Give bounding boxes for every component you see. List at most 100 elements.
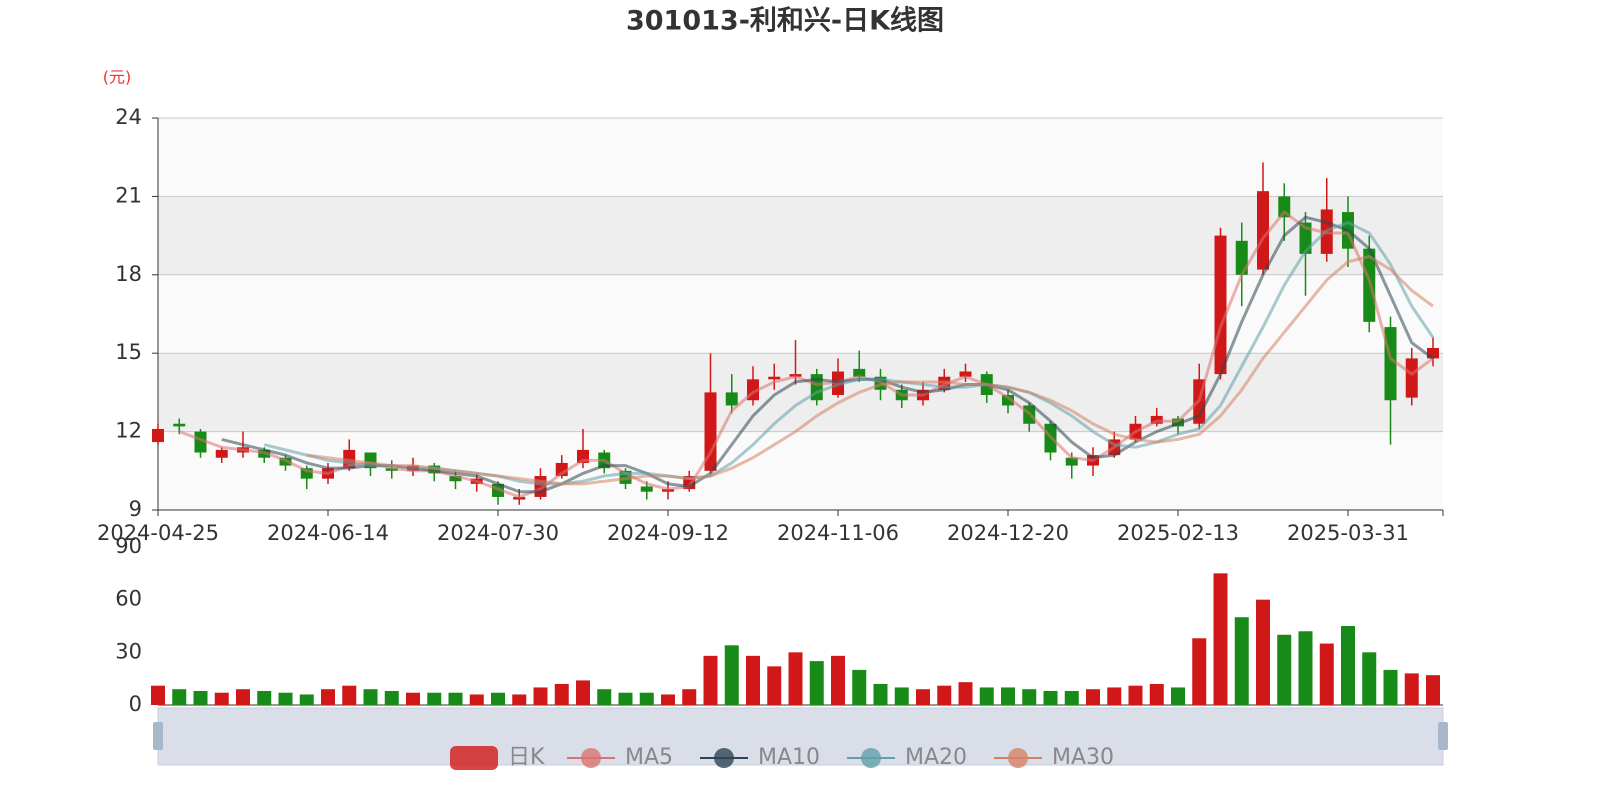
y-tick-label: 60 <box>115 587 142 611</box>
volume-bar <box>342 685 357 705</box>
y-tick-label: 30 <box>115 639 142 663</box>
legend-icon[interactable] <box>1008 748 1028 768</box>
plot-band <box>158 118 1443 197</box>
candle-body <box>1065 457 1078 466</box>
volume-bar <box>873 683 888 705</box>
volume-bar <box>491 692 505 705</box>
volume-bar <box>1192 638 1207 705</box>
ma-line <box>306 254 1434 486</box>
y-tick-label: 9 <box>129 497 142 521</box>
volume-bar <box>809 661 824 705</box>
legend-icon[interactable] <box>714 748 734 768</box>
volume-bar <box>406 692 420 705</box>
legend-label[interactable]: 日K <box>508 745 545 770</box>
y-tick-label: 15 <box>115 340 142 364</box>
volume-bar <box>363 689 378 705</box>
volume-bar <box>831 655 845 705</box>
candle-body <box>1257 191 1269 270</box>
x-tick-label: 2024-06-14 <box>267 521 389 545</box>
volume-bar <box>1234 617 1249 705</box>
legend-label[interactable]: MA30 <box>1052 745 1114 770</box>
legend-icon[interactable] <box>581 748 601 768</box>
candle-body <box>1278 196 1291 218</box>
volume-bar <box>236 689 250 705</box>
candle-body <box>725 392 738 406</box>
y-axis-unit: (元) <box>103 68 132 87</box>
volume-bar <box>1171 687 1185 705</box>
volume-bar <box>1256 599 1270 705</box>
plot-band <box>158 431 1443 510</box>
candle-body <box>215 449 228 458</box>
volume-bar <box>1086 689 1100 705</box>
volume-bar <box>321 689 335 705</box>
volume-bar <box>979 687 994 705</box>
candle-body <box>959 371 972 377</box>
volume-bar <box>639 692 654 705</box>
volume-bar <box>576 680 590 705</box>
volume-bar <box>746 655 760 705</box>
volume-bar <box>1404 673 1419 705</box>
x-tick-label: 2025-03-31 <box>1287 521 1409 545</box>
x-tick-label: 2024-07-30 <box>437 521 559 545</box>
y-tick-label: 18 <box>115 262 142 286</box>
volume-bar <box>512 694 527 705</box>
volume-bar <box>1022 689 1037 705</box>
candle-body <box>768 376 781 380</box>
zoom-slider[interactable] <box>157 707 1444 766</box>
volume-bar <box>788 652 803 705</box>
legend-icon[interactable] <box>861 748 881 768</box>
candle-body <box>853 368 866 377</box>
volume-bar <box>278 692 293 705</box>
x-tick-label: 2024-04-25 <box>97 521 219 545</box>
volume-bar <box>682 689 697 705</box>
volume-bar <box>937 685 952 705</box>
legend-label[interactable]: MA5 <box>625 745 673 770</box>
volume-bar <box>1277 634 1292 705</box>
candle-body <box>1235 240 1248 275</box>
volume-bar <box>703 655 718 705</box>
volume-bar <box>1426 675 1440 705</box>
zoom-handle[interactable] <box>153 722 163 750</box>
plot-band <box>158 353 1443 432</box>
x-tick-label: 2024-12-20 <box>947 521 1069 545</box>
volume-bar <box>1001 687 1015 705</box>
volume-bar <box>1149 683 1164 705</box>
candle-body <box>173 423 186 427</box>
volume-bar <box>214 692 229 705</box>
volume-bar <box>1213 573 1228 705</box>
volume-bar <box>958 682 973 705</box>
candle-body <box>704 392 717 471</box>
candle-body <box>152 428 164 443</box>
candle-body <box>640 486 653 492</box>
volume-bar <box>1298 631 1313 705</box>
volume-bar <box>894 687 909 705</box>
x-tick-label: 2025-02-13 <box>1117 521 1239 545</box>
volume-bar <box>618 692 633 705</box>
candle-body <box>1405 358 1418 398</box>
volume-bar <box>172 689 187 705</box>
y-tick-label: 21 <box>115 183 142 207</box>
volume-bar <box>1341 626 1355 705</box>
volume-bar <box>384 690 399 705</box>
volume-bar <box>916 689 930 705</box>
volume-bar <box>533 687 548 705</box>
chart-title: 301013-利和兴-日K线图 <box>626 6 944 37</box>
plot-band <box>158 274 1443 354</box>
volume-bar <box>1043 690 1058 705</box>
volume-bar <box>257 690 272 705</box>
volume-bar <box>1064 690 1079 705</box>
volume-bar <box>448 692 463 705</box>
volume-bar <box>724 645 739 705</box>
volume-bar <box>193 690 208 705</box>
candle-body <box>1214 235 1227 375</box>
volume-bar <box>767 666 782 705</box>
zoom-handle[interactable] <box>1438 722 1448 750</box>
candle-body <box>1427 347 1439 359</box>
x-tick-label: 2024-11-06 <box>777 521 899 545</box>
legend-label[interactable]: MA20 <box>905 745 967 770</box>
legend-icon[interactable] <box>450 746 498 770</box>
legend-label[interactable]: MA10 <box>758 745 820 770</box>
candle-body <box>1299 222 1312 254</box>
